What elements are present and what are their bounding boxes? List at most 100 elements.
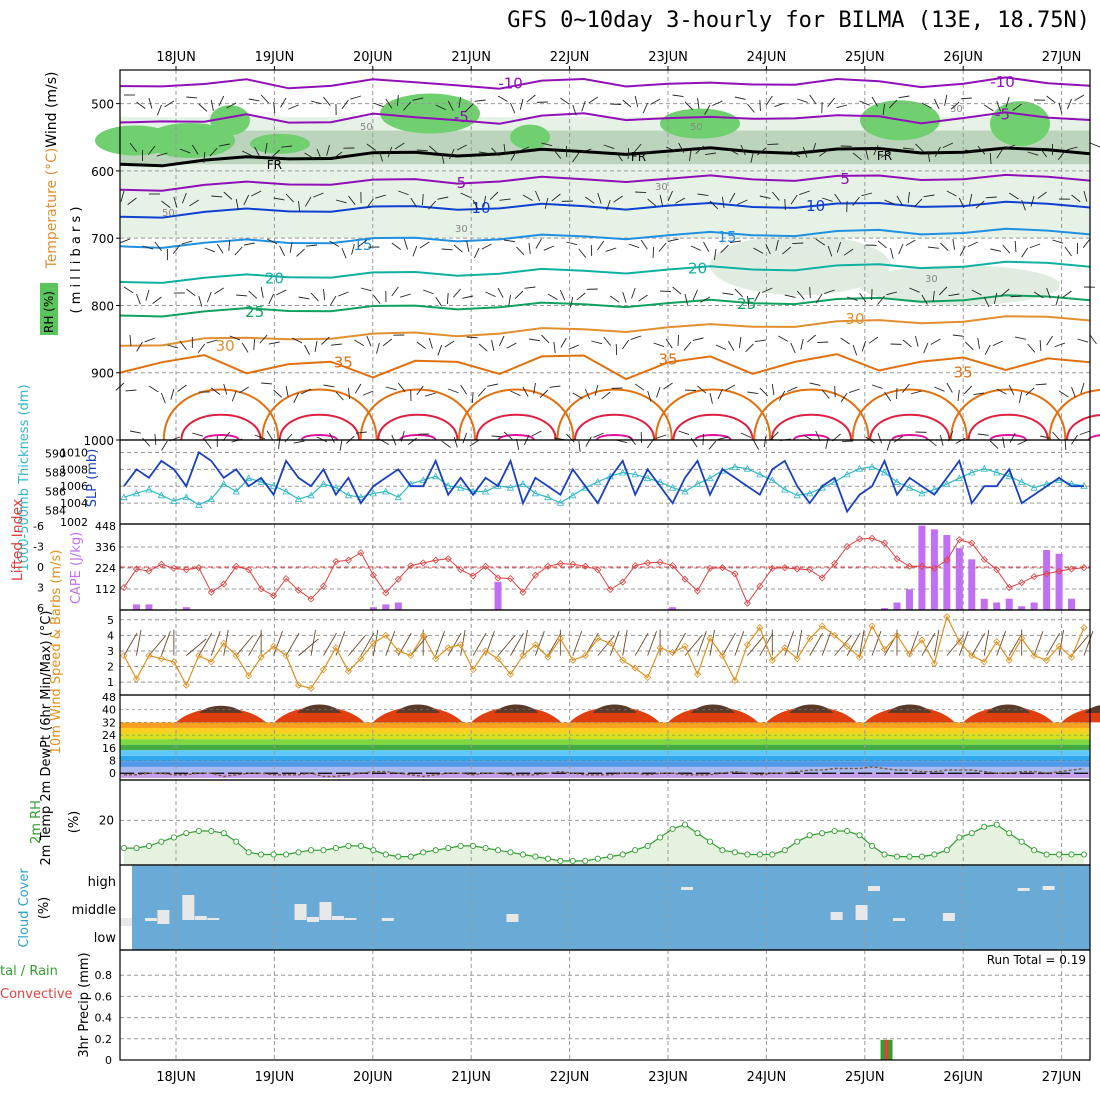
wind-barb (697, 193, 709, 196)
pressure-tick-label: 900 (91, 367, 114, 381)
cape-bar (132, 604, 140, 610)
wind-speed-marker (1055, 642, 1063, 650)
rh-marker (619, 851, 626, 858)
wind-barb (167, 344, 179, 349)
wind-speed-marker (1030, 652, 1038, 660)
thickness-marker (743, 464, 752, 472)
wind-tick-label: 3 (107, 645, 114, 658)
bottom-time-label: 20JUN (353, 1070, 393, 1085)
wind-barb (717, 388, 723, 400)
wind-barb (708, 440, 717, 450)
wind-barb (1025, 387, 1035, 396)
wind-barb (977, 433, 989, 436)
precip-legend-total: tal / Rain (0, 964, 58, 979)
wind-barb (737, 199, 748, 205)
wind-barb (973, 392, 985, 396)
rh-marker (445, 845, 452, 852)
li-marker (569, 560, 577, 568)
thickness-marker (731, 462, 739, 470)
wind-barb (757, 147, 767, 156)
cape-bar (955, 548, 963, 610)
wind-barb (416, 341, 426, 349)
li-marker (357, 549, 365, 557)
wind-barb (264, 142, 268, 154)
wind-barb (824, 289, 835, 295)
li-marker (856, 535, 864, 543)
rh-marker (706, 838, 714, 845)
thickness-marker (232, 487, 240, 495)
cloud-bar (331, 916, 344, 920)
cloud-bar (319, 902, 332, 920)
wind-barb (372, 294, 381, 304)
rh-marker (482, 845, 489, 852)
wind-barb (326, 144, 330, 156)
wind-barb (479, 151, 491, 155)
wind-speed-marker (856, 653, 864, 661)
wind-barb (1052, 431, 1061, 441)
top-time-label: 27JUN (1042, 50, 1082, 65)
wind-barb (551, 193, 561, 202)
li-marker (1018, 579, 1026, 587)
wind-speed-marker (718, 652, 727, 660)
wind-barb (362, 390, 374, 396)
isotherm-label: 20 (265, 270, 284, 288)
wind-barb-10m (609, 631, 620, 656)
wind-barb (446, 292, 449, 305)
rh-high-patch (660, 108, 740, 139)
wind-barb (304, 344, 310, 356)
wind-speed-marker (307, 684, 315, 692)
li-marker (531, 571, 539, 579)
wind-barb (898, 95, 910, 99)
rh-marker (844, 827, 851, 835)
wind-barb (236, 294, 248, 297)
wind-barb (376, 342, 380, 354)
wind-barb (129, 430, 141, 434)
temp-tick-label: 32 (102, 716, 116, 729)
li-marker (132, 565, 141, 573)
wind-barb (817, 341, 829, 344)
wind-barb (585, 436, 592, 447)
wind-barb (298, 296, 310, 300)
wind-barb (291, 337, 303, 344)
wind-speed-marker (1005, 656, 1013, 664)
li-marker (170, 564, 178, 572)
slp-line (123, 451, 1084, 514)
wind-barb (254, 146, 261, 158)
wind-barb (510, 150, 517, 161)
bottom-time-label: 22JUN (550, 1070, 590, 1085)
wind-barb (497, 95, 508, 102)
wind-barb (1052, 239, 1064, 244)
wind-barb-10m (933, 629, 940, 656)
wind-barb (762, 287, 773, 293)
precip-tick-label: 0 (105, 1054, 112, 1067)
thickness-marker (444, 481, 452, 489)
cloud-bar (207, 918, 220, 920)
wind-tick-label: 1 (107, 676, 114, 689)
rh-marker (1031, 847, 1038, 854)
wind-barb (435, 296, 443, 307)
wind-barb (316, 148, 322, 160)
wind-barb (206, 339, 218, 344)
wind-barb (198, 295, 203, 307)
wind-barb (474, 247, 480, 259)
wind-barb (296, 248, 305, 257)
wind-speed-marker (270, 642, 278, 650)
wind-barb (192, 432, 204, 437)
wind-barb (677, 334, 680, 347)
wind-barb (809, 94, 817, 105)
isotherm-label: 25 (245, 303, 264, 321)
wind-barb (329, 295, 337, 306)
temp-peak (691, 704, 735, 713)
wind-barb-10m (909, 631, 919, 656)
wind-barb (827, 245, 833, 257)
wind-barb (593, 432, 604, 438)
wind-barb (1027, 343, 1036, 353)
thickness-marker (1005, 472, 1013, 480)
surface-contour (770, 413, 852, 441)
wind-barb (815, 238, 826, 246)
wind-barb (779, 390, 786, 401)
rh-contour-label: 50 (690, 122, 703, 133)
cape-bar (1055, 553, 1063, 610)
rh-marker (719, 847, 726, 854)
wind-barb (704, 104, 711, 115)
